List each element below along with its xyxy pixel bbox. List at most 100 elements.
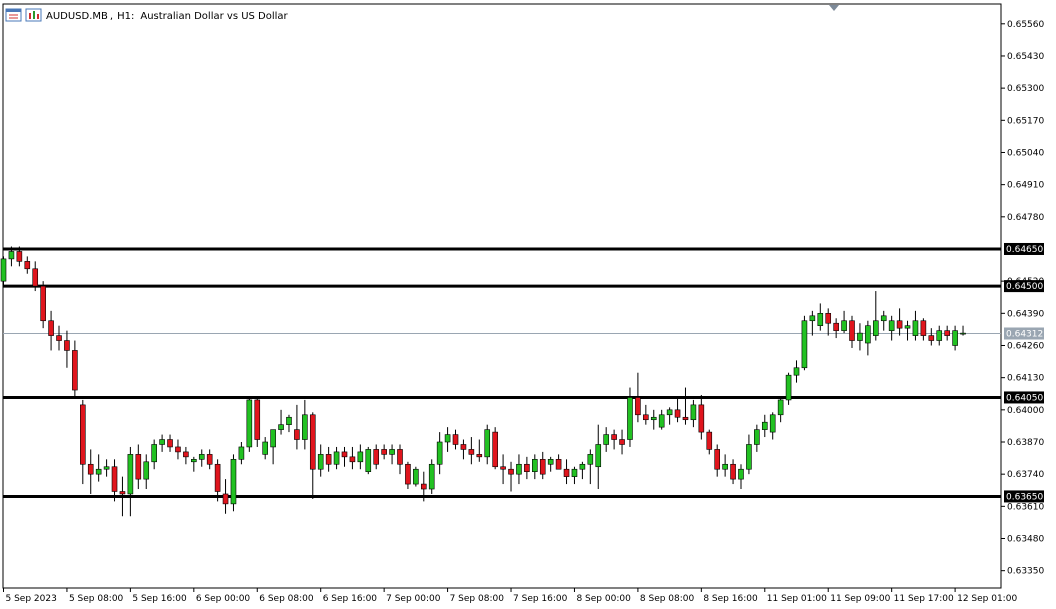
candle-84 <box>666 407 673 425</box>
candle-body <box>793 367 800 376</box>
candle-6 <box>48 310 54 351</box>
candle-98 <box>777 397 784 423</box>
level-tag-label: 0.63650 <box>1006 492 1043 502</box>
candle-42 <box>333 446 340 470</box>
candle-body <box>397 449 403 465</box>
candle-59 <box>468 437 475 465</box>
candle-72 <box>571 466 578 485</box>
x-tick-label: 8 Sep 00:00 <box>576 594 631 604</box>
candle-body <box>95 468 102 475</box>
candle-92 <box>730 459 736 485</box>
candle-83 <box>658 409 665 430</box>
candle-body <box>468 449 475 455</box>
candle-body <box>658 414 665 428</box>
candle-body <box>87 463 94 475</box>
candle-body <box>833 322 839 331</box>
candle-body <box>888 320 895 331</box>
candle-body <box>730 463 736 480</box>
y-tick-label: 0.63350 <box>1007 567 1044 577</box>
candle-body <box>270 429 276 448</box>
candle-body <box>690 404 697 421</box>
y-tick-label: 0.63610 <box>1007 502 1044 512</box>
x-tick-label: 7 Sep 00:00 <box>386 594 441 604</box>
candle-97 <box>769 412 776 440</box>
candle-body <box>698 404 705 433</box>
x-tick-label: 5 Sep 08:00 <box>69 594 124 604</box>
candle-16 <box>127 446 134 517</box>
plot-frame <box>2 3 1002 589</box>
candle-19 <box>151 439 157 470</box>
candle-body <box>849 320 855 341</box>
candle-body <box>769 414 776 433</box>
level-tag-bg <box>1004 280 1044 293</box>
y-tick-label: 0.65560 <box>1007 20 1044 30</box>
candle-53 <box>420 471 427 502</box>
candle-body <box>857 332 863 341</box>
candle-body <box>563 468 570 477</box>
candle-body <box>643 414 649 421</box>
candle-body <box>317 454 324 470</box>
candle-99 <box>785 372 792 405</box>
candle-body <box>587 454 594 465</box>
candle-121 <box>960 325 966 336</box>
candle-67 <box>532 454 538 480</box>
chart-shift-marker[interactable] <box>829 5 839 11</box>
candle-body <box>444 434 451 443</box>
candle-36 <box>286 414 292 433</box>
candle-body <box>413 468 419 485</box>
candle-body <box>674 409 681 418</box>
y-tick-label: 0.64390 <box>1007 309 1044 319</box>
candle-body <box>278 424 284 430</box>
x-tick-label: 6 Sep 08:00 <box>259 594 314 604</box>
candle-body <box>865 325 871 344</box>
candle-5 <box>40 281 46 329</box>
candle-body <box>206 454 213 465</box>
candle-body <box>532 459 538 472</box>
candle-109 <box>865 320 871 356</box>
candle-12 <box>95 454 102 482</box>
candle-body <box>777 399 784 416</box>
candle-body <box>952 330 958 346</box>
candle-body <box>48 320 54 336</box>
candle-body <box>682 416 689 421</box>
candle-117 <box>928 328 935 346</box>
candle-7 <box>56 325 62 351</box>
symbol-label: AUDUSD.MB <box>46 11 108 22</box>
candle-body <box>960 332 966 335</box>
candle-64 <box>508 461 514 492</box>
candle-28 <box>222 479 229 514</box>
candle-3 <box>24 256 31 274</box>
candle-61 <box>484 424 491 465</box>
candle-70 <box>555 454 562 470</box>
candle-body <box>302 414 308 440</box>
candle-48 <box>381 444 387 460</box>
candle-52 <box>413 466 419 487</box>
candle-body <box>611 434 617 440</box>
candle-body <box>341 451 348 458</box>
window-list-icon[interactable] <box>5 8 22 22</box>
candle-9 <box>72 340 78 398</box>
y-tick-label: 0.65040 <box>1007 148 1044 158</box>
candle-57 <box>452 429 459 450</box>
candle-68 <box>539 451 546 480</box>
candle-18 <box>143 454 150 490</box>
candle-74 <box>587 449 594 485</box>
candle-54 <box>428 459 435 494</box>
candle-body <box>508 468 514 475</box>
candle-body <box>143 461 150 480</box>
candle-body <box>80 404 86 465</box>
candle-body <box>214 463 221 492</box>
candle-81 <box>643 404 649 425</box>
candle-21 <box>167 434 173 452</box>
candle-71 <box>563 459 570 485</box>
candle-107 <box>849 315 855 348</box>
chart-icon[interactable] <box>25 8 42 22</box>
candle-2 <box>16 246 23 267</box>
y-tick-label: 0.63740 <box>1007 470 1044 480</box>
candle-104 <box>825 308 832 336</box>
level-tag-bg <box>1004 391 1044 404</box>
x-tick-label: 11 Sep 17:00 <box>894 594 954 604</box>
candle-body <box>389 449 395 455</box>
candle-8 <box>64 330 70 368</box>
